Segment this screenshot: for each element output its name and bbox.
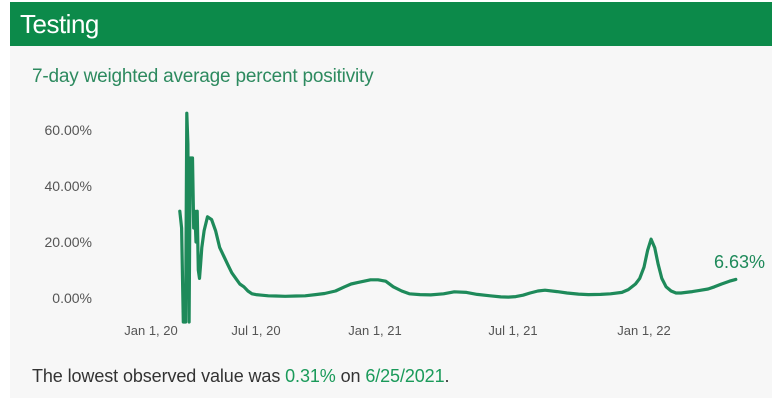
x-tick-label: Jan 1, 20 xyxy=(124,323,178,338)
plot-area xyxy=(178,111,738,324)
card-header: Testing xyxy=(10,2,772,46)
lowest-value: 0.31% xyxy=(285,366,336,386)
x-tick-label: Jul 1, 21 xyxy=(488,323,537,338)
y-tick-label: 40.00% xyxy=(45,178,92,194)
lowest-value-summary: The lowest observed value was 0.31% on 6… xyxy=(32,366,450,387)
y-tick-label: 0.00% xyxy=(52,290,92,306)
testing-card: Testing 7-day weighted average percent p… xyxy=(10,2,772,398)
y-axis: 0.00% 20.00% 40.00% 60.00% xyxy=(45,122,92,306)
x-tick-label: Jan 1, 22 xyxy=(617,323,671,338)
y-tick-label: 60.00% xyxy=(45,122,92,138)
x-tick-label: Jul 1, 20 xyxy=(231,323,280,338)
x-tick-label: Jan 1, 21 xyxy=(348,323,402,338)
summary-prefix: The lowest observed value was xyxy=(32,366,286,386)
positivity-line-chart: 0.00% 20.00% 40.00% 60.00% Jan 1, 20 Jul 1, … xyxy=(45,111,765,338)
chart-title: 7-day weighted average percent positivit… xyxy=(32,66,374,87)
summary-suffix: . xyxy=(444,366,450,386)
y-tick-label: 20.00% xyxy=(45,234,92,250)
lowest-date: 6/25/2021 xyxy=(365,366,445,386)
series-line xyxy=(178,111,738,324)
x-axis: Jan 1, 20 Jul 1, 20 Jan 1, 21 Jul 1, 21 Jan … xyxy=(124,323,671,338)
last-value-label: 6.63% xyxy=(714,252,765,272)
summary-middle: on xyxy=(335,366,366,386)
